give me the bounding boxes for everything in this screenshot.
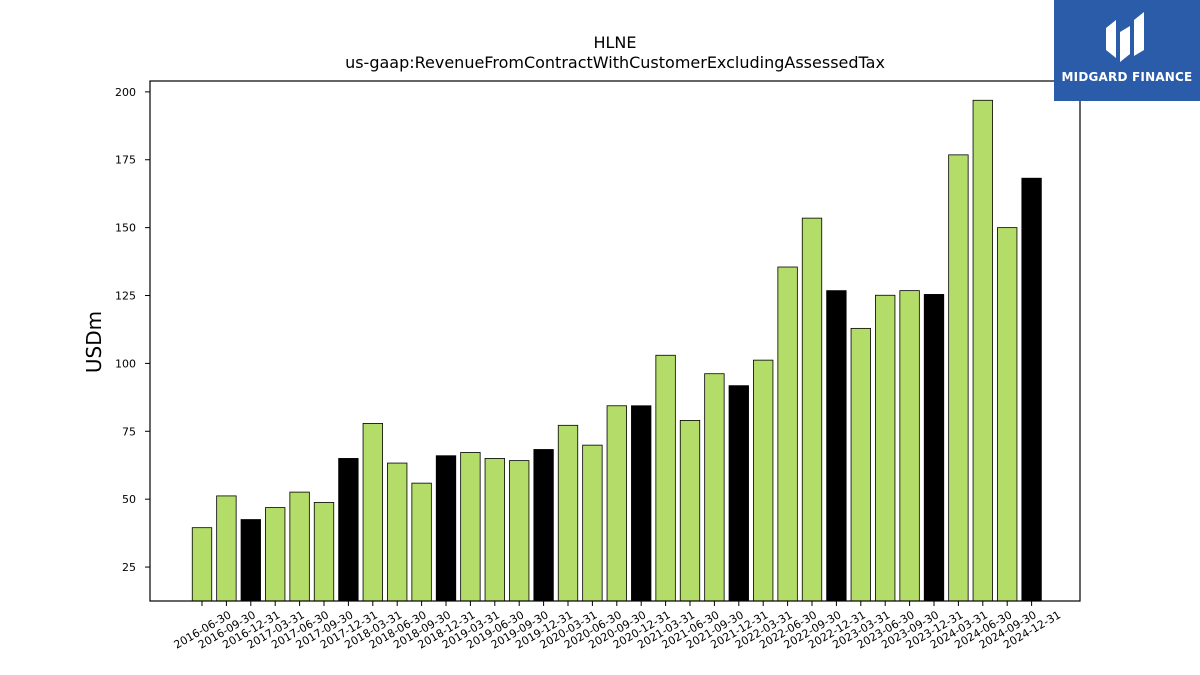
bar-2024-03-31	[948, 154, 969, 602]
bar-2020-09-30	[606, 405, 627, 602]
bar-2022-09-30	[801, 217, 823, 602]
bar-2022-06-30	[777, 266, 798, 602]
bar-2018-03-31	[362, 423, 383, 602]
brand-logo: MIDGARD FINANCE	[1054, 0, 1200, 101]
midgard-logo-icon	[1106, 12, 1144, 62]
bar-2023-03-31	[850, 327, 871, 602]
bar-2016-12-31	[240, 519, 261, 602]
bar-2018-12-31	[435, 455, 457, 602]
y-tick-label: 100	[115, 357, 136, 370]
bar-2017-06-30	[289, 491, 310, 602]
bar-2022-03-31	[753, 359, 774, 602]
bar-2020-03-31	[557, 424, 579, 602]
bar-2020-06-30	[582, 444, 603, 602]
brand-name: MIDGARD FINANCE	[1061, 70, 1193, 84]
chart-subtitle: us-gaap:RevenueFromContractWithCustomerE…	[345, 53, 885, 72]
bar-2021-09-30	[704, 373, 725, 602]
y-tick-label: 200	[115, 86, 136, 99]
bar-2023-09-30	[899, 290, 920, 602]
bar-2021-06-30	[679, 420, 701, 602]
bar-2017-12-31	[338, 458, 359, 602]
bar-2019-09-30	[509, 460, 530, 602]
y-tick-label: 25	[122, 561, 136, 574]
bar-2019-12-31	[533, 449, 554, 602]
y-axis-ticks: 25 50 75 100 125 150 175 200	[115, 86, 150, 574]
bar-2024-06-30	[972, 99, 993, 602]
y-tick-label: 50	[122, 493, 136, 506]
plot-frame	[149, 80, 1081, 602]
bar-2021-12-31	[728, 385, 749, 602]
bars-group	[191, 99, 1042, 602]
bar-2016-09-30	[216, 495, 237, 602]
bar-2019-06-30	[484, 458, 505, 602]
bar-2017-09-30	[313, 502, 335, 602]
chart-title: HLNE	[593, 33, 636, 52]
y-tick-label: 75	[122, 425, 136, 438]
y-tick-label: 175	[115, 154, 136, 167]
bar-2024-09-30	[997, 227, 1018, 602]
x-axis-ticks: 2016-06-302016-09-302016-12-312017-03-31…	[172, 601, 1063, 652]
bar-2023-12-31	[923, 294, 945, 602]
bar-2020-12-31	[631, 405, 652, 602]
bar-2018-09-30	[411, 482, 432, 602]
bar-2017-03-31	[265, 507, 286, 602]
y-axis-label: USDm	[82, 311, 106, 373]
bar-2023-06-30	[875, 294, 896, 602]
bar-2019-03-31	[460, 452, 481, 602]
bar-2018-06-30	[387, 462, 408, 602]
bar-2024-12-31	[1021, 177, 1042, 602]
bar-2016-06-30	[191, 527, 213, 602]
bar-2021-03-31	[655, 354, 676, 602]
y-tick-label: 150	[115, 222, 136, 235]
y-tick-label: 125	[115, 290, 136, 303]
bar-2022-12-31	[826, 290, 847, 602]
